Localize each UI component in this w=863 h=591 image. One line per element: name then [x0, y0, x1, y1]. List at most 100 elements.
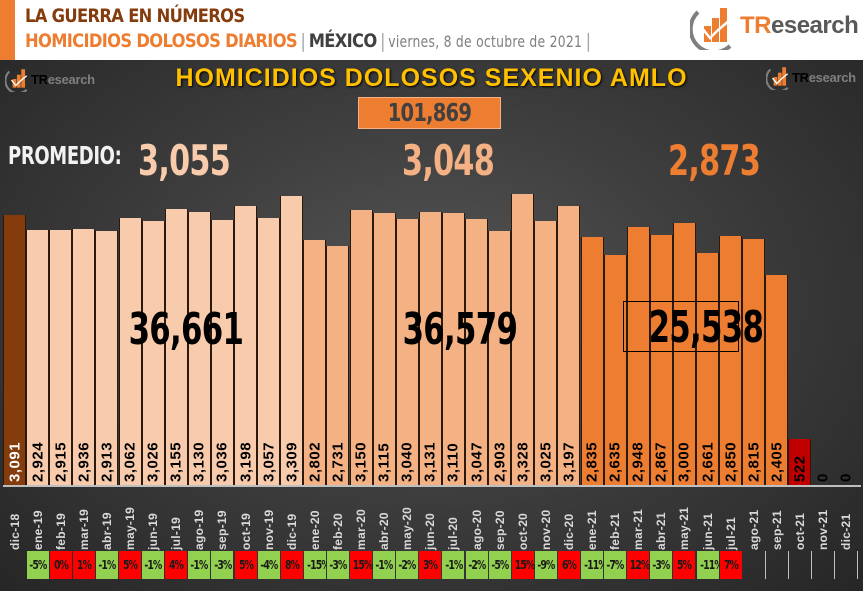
percent-empty-divider: [857, 551, 859, 579]
bar-may-21: 3,000: [672, 222, 696, 485]
bar-value-label: 3,000: [675, 441, 693, 482]
percent-empty-divider: [787, 551, 789, 579]
percent-change-cell: 8%: [280, 551, 303, 579]
x-tick-label: jul-19: [169, 516, 184, 550]
bar-nov-19: 3,057: [257, 217, 281, 485]
average-2021: 2,873: [668, 136, 761, 185]
bar-value-label: 3,155: [167, 441, 185, 482]
x-tick-label: nov-20: [538, 509, 553, 550]
x-tick-label: abr-19: [99, 512, 114, 550]
average-label: PROMEDIO:: [8, 141, 122, 170]
bar-value-label: 3,040: [398, 441, 416, 482]
percent-change-cell: 6%: [557, 551, 580, 579]
bar-ene-21: 2,835: [580, 237, 604, 485]
x-tick-label: feb-21: [608, 512, 623, 550]
bar-value-label: 2,405: [768, 441, 786, 482]
bar-value-label: 2,867: [652, 441, 670, 482]
x-tick-label: ago-19: [192, 509, 207, 550]
bar-may-20: 3,040: [395, 219, 419, 485]
bar-value-label: 3,062: [121, 441, 139, 482]
bar-mar-21: 2,948: [626, 227, 650, 485]
subtitle: HOMICIDIOS DOLOSOS DIARIOS: [25, 30, 298, 52]
percent-change-cell: -1%: [142, 551, 165, 579]
x-tick-label: nov-21: [816, 509, 830, 550]
percent-change-cell: -5%: [488, 551, 511, 579]
x-tick-label: abr-21: [654, 512, 669, 550]
bar-value-label: 3,309: [283, 441, 301, 482]
percent-change-cell: -2%: [465, 551, 488, 579]
percent-change-cell: 5%: [119, 551, 141, 579]
percent-change-cell: -3%: [650, 551, 673, 579]
percent-change-cell: -3%: [211, 551, 234, 579]
bar-value-label: 3,115: [375, 442, 393, 482]
bar-value-label: 2,802: [306, 441, 324, 482]
percent-change-cell: -1%: [188, 551, 211, 579]
x-tick-label: oct-19: [238, 512, 253, 550]
percent-change-cell: 5%: [234, 551, 257, 579]
x-tick-label: feb-19: [53, 512, 68, 550]
bar-value-label: 2,815: [745, 441, 763, 482]
bar-feb-21: 2,635: [603, 254, 627, 485]
bar-value-label: 3,057: [260, 441, 278, 482]
bar-oct-19: 3,198: [234, 205, 258, 485]
x-tick-label: may-21: [677, 506, 692, 550]
total-2021: 25,538: [623, 301, 764, 353]
percent-change-cell: -1%: [373, 551, 396, 579]
tresearch-logo-icon: [766, 67, 789, 90]
bar-value-label: 3,198: [237, 441, 255, 482]
bar-oct-20: 3,328: [511, 194, 535, 485]
bar-value-label: 3,197: [560, 441, 578, 482]
separator: |: [379, 30, 385, 52]
bar-value-label: 2,913: [98, 441, 116, 482]
average-2020: 3,048: [402, 136, 495, 185]
logo-text: TResearch: [740, 12, 859, 39]
x-tick-label: mar-20: [354, 508, 368, 550]
bar-value-label: 3,091: [6, 441, 24, 482]
bar-abr-20: 3,115: [372, 212, 396, 485]
bar-value-label: 2,924: [29, 441, 47, 482]
bar-feb-19: 2,915: [49, 230, 73, 485]
bar-value-label: 522: [791, 455, 809, 482]
bar-value-label: 3,025: [537, 441, 555, 482]
bar-value-label: 0: [837, 473, 855, 482]
x-tick-label: jun-21: [700, 512, 715, 550]
bar-sep-20: 2,903: [488, 231, 512, 485]
tresearch-logo: TResearch: [690, 2, 859, 50]
x-tick-label: mar-19: [76, 508, 91, 550]
bar-value-label: 3,328: [514, 441, 532, 482]
report-header: LA GUERRA EN NÚMEROS HOMICIDIOS DOLOSOS …: [0, 0, 863, 62]
grand-total-box: 101,869: [358, 97, 501, 129]
percent-change-cell: -4%: [257, 551, 280, 579]
separator: |: [300, 30, 306, 52]
x-tick-label: jun-19: [146, 512, 161, 550]
series-title: LA GUERRA EN NÚMEROS: [25, 5, 245, 27]
bar-value-label: 3,036: [213, 441, 231, 482]
bar-value-label: 3,026: [144, 441, 162, 482]
average-2019: 3,055: [138, 136, 231, 185]
x-tick-label: dic-19: [284, 513, 299, 550]
x-tick-label: sep-19: [215, 510, 230, 550]
percent-change-cell: 15%: [350, 551, 373, 579]
report-date: viernes, 8 de octubre de 2021: [388, 32, 583, 51]
percent-change-cell: -11%: [581, 551, 608, 579]
tresearch-logo-icon: [690, 8, 732, 50]
bar-jun-19: 3,026: [141, 220, 165, 485]
percent-change-cell: -9%: [534, 551, 557, 579]
x-tick-label: oct-20: [515, 512, 530, 550]
bar-value-label: 0: [814, 473, 832, 482]
bar-value-label: 2,850: [722, 441, 740, 482]
x-tick-label: dic-20: [561, 513, 576, 550]
x-tick-label: feb-20: [330, 512, 345, 550]
bar-jun-20: 3,131: [418, 211, 442, 485]
grand-total: 101,869: [387, 98, 472, 127]
percent-change-cell: -1%: [442, 551, 465, 579]
bar-abr-21: 2,867: [649, 234, 673, 485]
bar-value-label: 3,150: [352, 441, 370, 482]
bar-value-label: 2,903: [491, 441, 509, 482]
percent-change-cell: -15%: [303, 551, 330, 579]
bar-value-label: 2,661: [699, 441, 717, 482]
percent-change-cell: -7%: [604, 551, 627, 579]
bar-sep-21: 2,405: [765, 274, 789, 485]
bar-ago-20: 3,047: [465, 218, 489, 485]
